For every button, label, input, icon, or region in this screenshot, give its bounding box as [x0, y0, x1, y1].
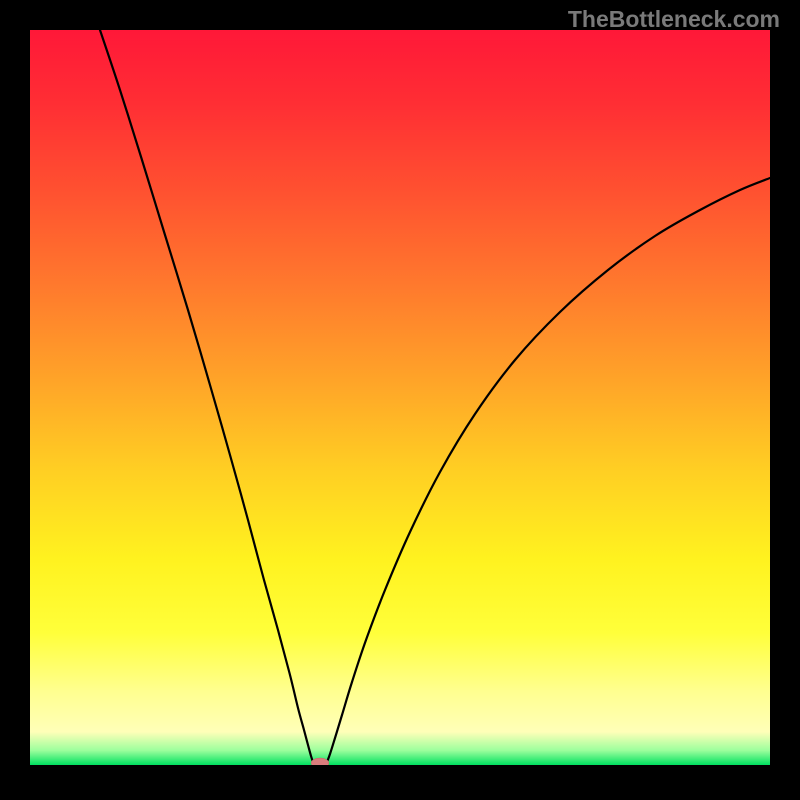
plot-area	[30, 30, 770, 765]
bottleneck-curve-chart	[30, 30, 770, 765]
watermark-label: TheBottleneck.com	[568, 6, 780, 33]
chart-background	[30, 30, 770, 765]
chart-container: TheBottleneck.com	[0, 0, 800, 800]
